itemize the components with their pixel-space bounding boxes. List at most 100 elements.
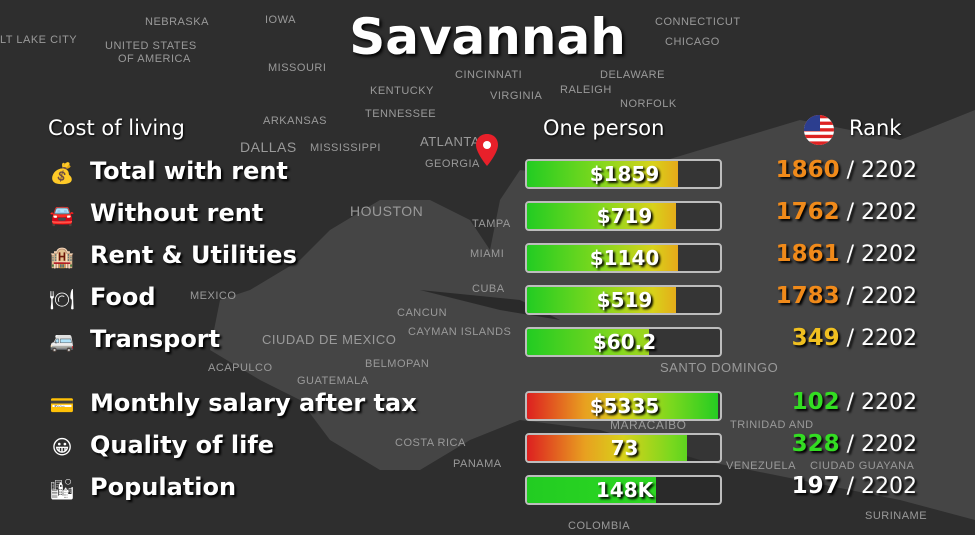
credit-card-icon: 💳: [49, 393, 75, 417]
rank-total: / 2202: [846, 200, 917, 225]
map-label: OF AMERICA: [118, 53, 191, 65]
hotel-building-icon: 🏨: [49, 245, 75, 269]
map-label: MISSOURI: [268, 62, 327, 74]
location-pin-icon: [476, 134, 498, 166]
us-flag-icon: [804, 115, 834, 145]
map-label: CINCINNATI: [455, 69, 523, 81]
stat-value: 148K: [595, 478, 654, 502]
rank-value: 1860: [775, 157, 840, 183]
map-label: DELAWARE: [600, 69, 665, 81]
stat-row: 💳 Monthly salary after tax $5335 102 / 2…: [0, 389, 975, 423]
rank-total: / 2202: [846, 326, 917, 351]
stat-row: 🚘 Without rent $719 1762 / 2202: [0, 199, 975, 233]
map-label: NEBRASKA: [145, 16, 209, 28]
map-label: TRINIDAD AND: [730, 419, 814, 431]
map-label: KENTUCKY: [370, 85, 434, 97]
rank-header: Rank: [849, 116, 902, 140]
rank-total: / 2202: [846, 432, 917, 457]
stat-row: 😀 Quality of life 73 328 / 2202: [0, 431, 975, 465]
page-title: Savannah: [349, 8, 626, 66]
rank-value: 1762: [775, 199, 840, 225]
stat-label: Food: [90, 283, 156, 311]
stat-label: Total with rent: [90, 157, 288, 185]
map-label: UNITED STATES: [105, 40, 197, 52]
rank-value: 1861: [775, 241, 840, 267]
stat-label: Without rent: [90, 199, 264, 227]
map-label: GEORGIA: [425, 158, 480, 170]
map-label: CAYMAN ISLANDS: [408, 326, 512, 338]
rank: 102 / 2202: [792, 389, 917, 415]
rank: 1860 / 2202: [776, 157, 917, 183]
value-bar-fill: [527, 393, 719, 419]
value-bar-fill: [527, 161, 678, 187]
value-bar: $5335: [525, 391, 722, 421]
stat-value: $719: [596, 204, 653, 228]
value-bar: $519: [525, 285, 722, 315]
rank-total: / 2202: [846, 158, 917, 183]
category-header: Cost of living: [48, 116, 185, 140]
stat-value: $1140: [589, 246, 660, 270]
map-label: COSTA RICA: [395, 437, 466, 449]
column-header: One person: [543, 116, 665, 140]
rank: 197 / 2202: [792, 473, 917, 499]
smiley-icon: 😀: [51, 435, 73, 459]
map-label: CUBA: [472, 283, 505, 295]
stat-label: Rent & Utilities: [90, 241, 297, 269]
map-label: CONNECTICUT: [655, 16, 741, 28]
stat-value: $1859: [589, 162, 660, 186]
stat-label: Transport: [90, 325, 221, 353]
rank-value: 197: [791, 473, 840, 499]
stat-value: $519: [596, 288, 653, 312]
stat-row: 🍽 Food $519 1783 / 2202: [0, 283, 975, 317]
rank-total: / 2202: [846, 474, 917, 499]
city-icon: 🏙: [49, 477, 75, 501]
map-label: VENEZUELA: [726, 460, 796, 472]
map-label: SURINAME: [865, 510, 928, 522]
map-label: RALEIGH: [560, 84, 612, 96]
map-label: HOUSTON: [350, 203, 424, 219]
map-label: MARACAIBO: [610, 418, 687, 432]
rank: 1762 / 2202: [776, 199, 917, 225]
map-label: VIRGINIA: [490, 90, 543, 102]
stat-row: 💰 Total with rent $1859 1860 / 2202: [0, 157, 975, 191]
money-bag-icon: 💰: [49, 161, 75, 185]
map-label: CIUDAD GUAYANA: [810, 460, 915, 472]
stat-label: Quality of life: [90, 431, 275, 459]
map-label: CHICAGO: [665, 36, 720, 48]
value-bar-fill: [527, 329, 649, 355]
rank-value: 349: [791, 325, 840, 351]
plate-cutlery-icon: 🍽: [49, 287, 75, 311]
map-label: CANCUN: [397, 307, 448, 319]
rank-value: 102: [791, 389, 840, 415]
map-label: MEXICO: [190, 290, 237, 302]
value-bar: $1140: [525, 243, 722, 273]
stat-label: Monthly salary after tax: [90, 389, 417, 417]
rank: 1783 / 2202: [776, 283, 917, 309]
value-bar-fill: [527, 203, 676, 229]
rank-value: 328: [791, 431, 840, 457]
map-label: ARKANSAS: [263, 115, 327, 127]
stat-value: 73: [610, 436, 639, 460]
rank-total: / 2202: [846, 242, 917, 267]
map-label: DALLAS: [240, 139, 297, 155]
rank: 349 / 2202: [792, 325, 917, 351]
rank-value: 1783: [775, 283, 840, 309]
stat-row: 🏙 Population 148K 197 / 2202: [0, 473, 975, 507]
map-label: SANTO DOMINGO: [660, 360, 779, 375]
map-label: GUATEMALA: [297, 375, 369, 387]
map-label: BELMOPAN: [365, 358, 430, 370]
map-label: ACAPULCO: [208, 362, 273, 374]
value-bar-fill: [527, 287, 676, 313]
value-bar: 73: [525, 433, 722, 463]
map-label: TAMPA: [472, 218, 511, 230]
value-bar: $60.2: [525, 327, 722, 357]
map-label: MIAMI: [470, 248, 505, 260]
rank: 1861 / 2202: [776, 241, 917, 267]
map-label: LT LAKE CITY: [0, 34, 78, 46]
bus-icon: 🚐: [49, 329, 75, 353]
value-bar: $1859: [525, 159, 722, 189]
value-bar-fill: [527, 435, 688, 461]
map-label: COLOMBIA: [568, 520, 631, 532]
stat-value: $5335: [589, 394, 660, 418]
